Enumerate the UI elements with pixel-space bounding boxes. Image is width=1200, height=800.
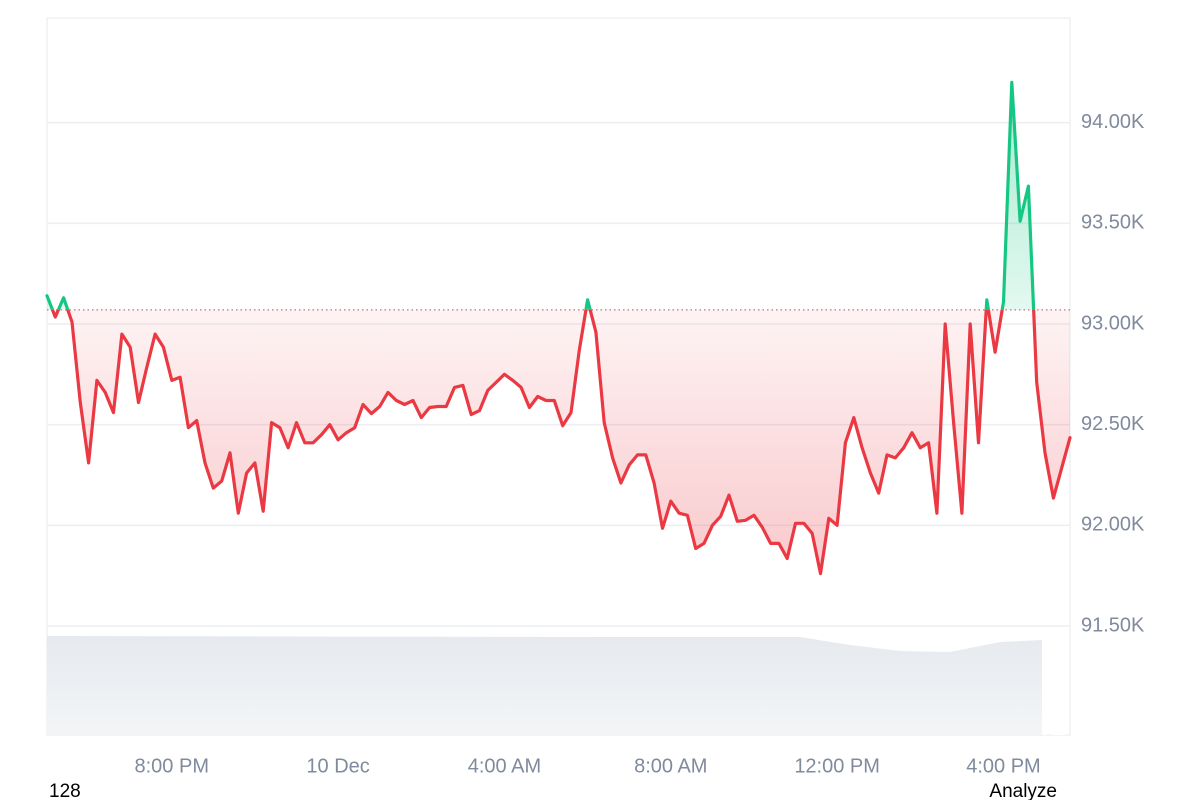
y-tick-label: 92.00K bbox=[1081, 514, 1145, 536]
axes: 91.50K 92.00K 92.50K 93.00K 93.50K 94.00K 8:00… bbox=[135, 111, 1146, 777]
y-tick-label: 92.50K bbox=[1081, 413, 1145, 435]
x-tick-label: 4:00 AM bbox=[468, 755, 541, 777]
y-tick-label: 91.50K bbox=[1081, 614, 1145, 636]
price-area bbox=[47, 82, 1070, 574]
y-tick-label: 93.00K bbox=[1081, 312, 1145, 334]
x-tick-label: 10 Dec bbox=[306, 755, 369, 777]
x-tick-label: 4:00 PM bbox=[966, 755, 1040, 777]
x-tick-label: 8:00 PM bbox=[135, 755, 209, 777]
footer-left: 128 bbox=[49, 781, 81, 800]
plot bbox=[45, 80, 1072, 576]
volume-band bbox=[47, 636, 1042, 735]
volume-gap bbox=[1043, 636, 1047, 735]
footer-right[interactable]: Analyze bbox=[989, 781, 1057, 800]
x-tick-label: 8:00 AM bbox=[634, 755, 707, 777]
x-tick-label: 12:00 PM bbox=[794, 755, 880, 777]
volume-gap bbox=[1051, 636, 1065, 735]
price-line bbox=[45, 80, 1072, 576]
y-tick-label: 94.00K bbox=[1081, 111, 1145, 133]
y-tick-label: 93.50K bbox=[1081, 212, 1145, 234]
